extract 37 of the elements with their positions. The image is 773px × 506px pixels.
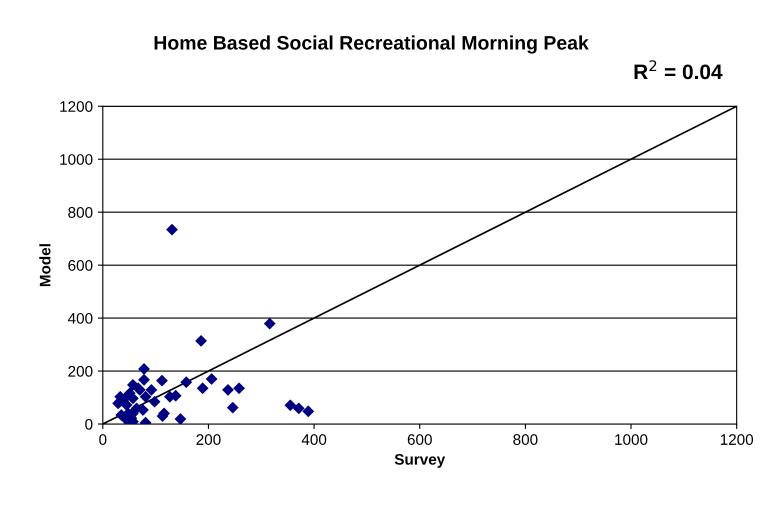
point — [146, 384, 158, 396]
chart-title: Home Based Social Recreational Morning Peak — [154, 35, 589, 54]
point — [196, 382, 209, 394]
y-axis-title: Model — [39, 244, 51, 286]
x-tick-label: 600 — [408, 434, 432, 445]
point — [284, 399, 296, 412]
point — [166, 224, 178, 236]
y-tick-label: 1000 — [60, 154, 92, 165]
x-axis-title: Survey — [394, 454, 446, 468]
point — [180, 376, 192, 388]
x-tick-label: 1200 — [720, 434, 754, 445]
y-tick-label: 400 — [68, 312, 92, 324]
x-tick-label: 0 — [99, 434, 106, 445]
point — [302, 405, 314, 418]
point — [226, 402, 239, 414]
point — [138, 363, 150, 375]
point — [138, 374, 150, 386]
x-tick-label: 200 — [196, 434, 221, 445]
point — [174, 413, 186, 424]
y-tick-label: 200 — [68, 366, 92, 377]
point — [140, 390, 152, 403]
x-tick-label: 400 — [302, 434, 326, 445]
point — [264, 318, 276, 330]
point — [292, 402, 305, 414]
x-tick-label: 800 — [513, 434, 538, 445]
y-tick-label: 800 — [68, 207, 92, 218]
y-tick-label: 0 — [85, 418, 92, 430]
point — [148, 396, 160, 408]
point — [195, 334, 207, 347]
point — [233, 382, 245, 394]
y-tick-label: 1200 — [60, 101, 92, 112]
point — [206, 373, 218, 385]
point — [222, 384, 234, 396]
text: R$^{2}$ = 0.04 — [634, 60, 722, 80]
y-tick-label: 600 — [68, 260, 92, 271]
point — [156, 374, 168, 386]
x-tick-label: 1000 — [615, 434, 648, 445]
